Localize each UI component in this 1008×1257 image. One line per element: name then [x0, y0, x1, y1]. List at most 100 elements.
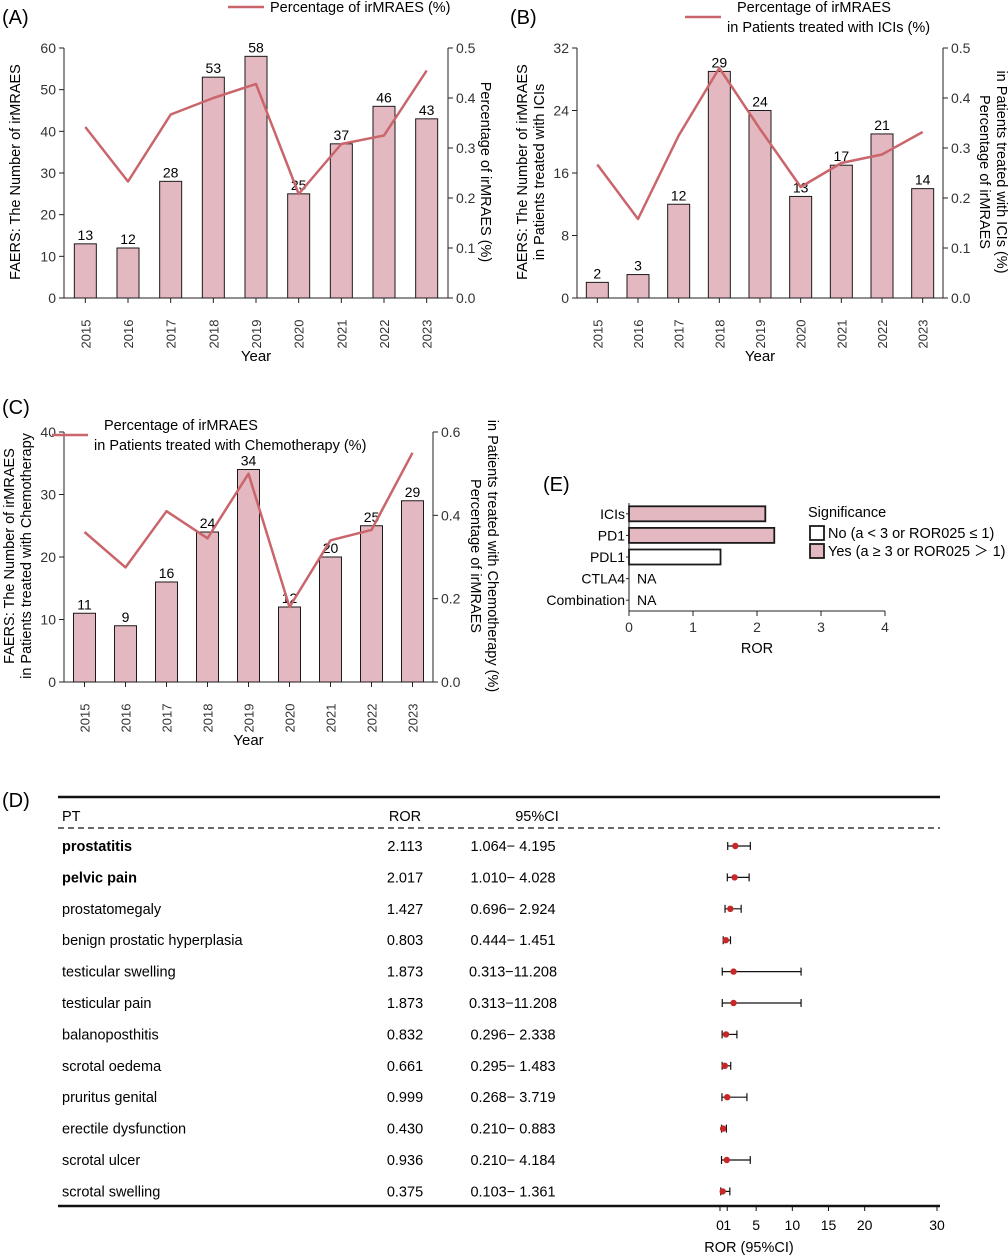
y-tick-label: 10 [40, 612, 56, 628]
bar [278, 606, 301, 683]
y2-tick-label: 0.5 [951, 40, 971, 56]
y-tick-label: 0 [561, 290, 569, 306]
column-header-ci: 95%CI [515, 809, 559, 825]
y2-axis-title: Percentage of irMRAES (%) [477, 82, 493, 263]
row-ror-value: 0.430 [387, 1122, 423, 1138]
row-ci-value: 0.444− 1.451 [470, 933, 555, 949]
row-ror-value: 1.873 [387, 965, 423, 981]
x-tick-label: 1 [689, 619, 697, 635]
ror-point [730, 968, 737, 975]
x-tick-label: 2022 [365, 704, 380, 733]
bar [159, 180, 183, 299]
panel-label-b: (B) [510, 7, 537, 29]
y-tick-label: 20 [40, 207, 56, 223]
y2-tick-label: 0.2 [441, 591, 461, 607]
row-pt-label: scrotal swelling [62, 1184, 160, 1200]
legend-title: Significance [808, 505, 886, 521]
y-tick-label: 40 [40, 123, 56, 139]
bar-value-label: 14 [915, 172, 931, 188]
category-label: ICIs [600, 506, 625, 522]
y-tick-label: 20 [40, 549, 56, 565]
row-ci-value: 0.295− 1.483 [470, 1059, 555, 1075]
row-pt-label: prostatitis [62, 839, 132, 855]
ror-bar [628, 527, 776, 544]
row-ci-value: 1.064− 4.195 [470, 839, 555, 855]
y-axis-title: in Patients treated with ICIs [532, 84, 548, 261]
bar-value-label: 58 [248, 39, 264, 55]
x-tick-label: 2022 [875, 320, 890, 349]
x-tick-label: 2022 [377, 320, 392, 349]
chart-c: 0 10 20 30 40 0.0 0.2 0.4 0.6 11 2015 9 2016 16 2017 24… [2, 418, 500, 749]
bar-value-label: 24 [200, 515, 216, 531]
bar [667, 203, 691, 299]
x-tick-label: 30 [929, 1217, 945, 1233]
row-pt-label: prostatomegaly [62, 902, 162, 918]
y2-tick-label: 0.2 [456, 190, 476, 206]
category-label: CTLA4 [581, 571, 625, 587]
bar [911, 188, 935, 299]
x-tick-label: 2023 [420, 320, 435, 349]
x-tick-label: 2017 [160, 704, 175, 733]
bar [789, 195, 813, 299]
x-axis-title: Year [745, 348, 775, 365]
y-axis-title: FAERS: The Number of irMRAES [8, 64, 24, 280]
legend-label: No (a < 3 or ROR025 ≤ 1) [828, 526, 994, 542]
x-tick-label: 2018 [201, 704, 216, 733]
ror-point [722, 1031, 730, 1038]
ror-point [724, 1094, 731, 1101]
bar [73, 612, 96, 683]
y-tick-label: 30 [40, 165, 56, 181]
ror-bar [628, 548, 722, 566]
bar [114, 625, 137, 683]
row-ror-value: 0.936 [387, 1153, 423, 1169]
chart-b: 0 8 16 24 32 0.0 0.1 0.2 0.3 0.4 0.5 2 2015 3 2016 12 20… [515, 0, 1008, 365]
x-tick-label: 2020 [283, 704, 298, 733]
x-axis-title: ROR (95%CI) [704, 1240, 793, 1256]
legend-label: Percentage of irMRAES [737, 0, 891, 16]
legend-label: Yes (a ≥ 3 or ROR025 ＞ 1) [828, 544, 1005, 560]
row-ci-value: 0.313−11.208 [469, 965, 557, 981]
y2-tick-label: 0.2 [951, 190, 971, 206]
panel-label-a: (A) [2, 7, 29, 29]
x-tick-label: 2016 [121, 320, 136, 349]
bar [401, 500, 424, 683]
panel-label-e: (E) [543, 474, 570, 496]
x-tick-label: 2018 [712, 320, 727, 349]
bar-value-label: 21 [874, 117, 890, 133]
y-tick-label: 10 [40, 248, 56, 264]
x-tick-label: 10 [785, 1217, 801, 1233]
row-ci-value: 0.696− 2.924 [470, 902, 555, 918]
y2-tick-label: 0.4 [441, 507, 461, 523]
x-axis-title: Year [233, 732, 263, 749]
y-axis-title: FAERS: The Number of irMRAES [515, 64, 531, 280]
y2-tick-label: 0.0 [456, 290, 476, 306]
bar [73, 243, 97, 299]
row-ror-value: 1.873 [387, 996, 423, 1012]
x-tick-label: 2023 [916, 320, 931, 349]
bar-value-label: 17 [834, 148, 850, 164]
bar-value-label: 29 [405, 484, 421, 500]
bar-value-label: 11 [77, 596, 92, 612]
row-ci-value: 0.296− 2.338 [470, 1027, 555, 1043]
panel-label-c: (C) [2, 397, 30, 419]
row-ror-value: 1.427 [387, 902, 423, 918]
x-tick-label: 2019 [249, 320, 264, 349]
bar [319, 556, 342, 683]
row-ci-value: 0.210− 4.184 [470, 1153, 555, 1169]
bar [196, 531, 219, 683]
x-tick-label: 2021 [334, 320, 349, 349]
ror-point [730, 999, 737, 1007]
bar-value-label: 12 [671, 187, 687, 203]
y-tick-label: 30 [40, 487, 56, 503]
bar [116, 247, 140, 299]
row-ror-value: 2.113 [387, 839, 422, 855]
bar [201, 76, 225, 299]
bar [287, 193, 311, 299]
row-pt-label: scrotal ulcer [62, 1153, 140, 1169]
row-ror-value: 0.375 [387, 1184, 423, 1200]
bar-value-label: 13 [78, 227, 94, 243]
ror-point [731, 874, 738, 881]
bar-value-label: 3 [634, 258, 642, 274]
x-tick-label: 2019 [753, 320, 768, 349]
y2-tick-label: 0.1 [951, 240, 971, 256]
